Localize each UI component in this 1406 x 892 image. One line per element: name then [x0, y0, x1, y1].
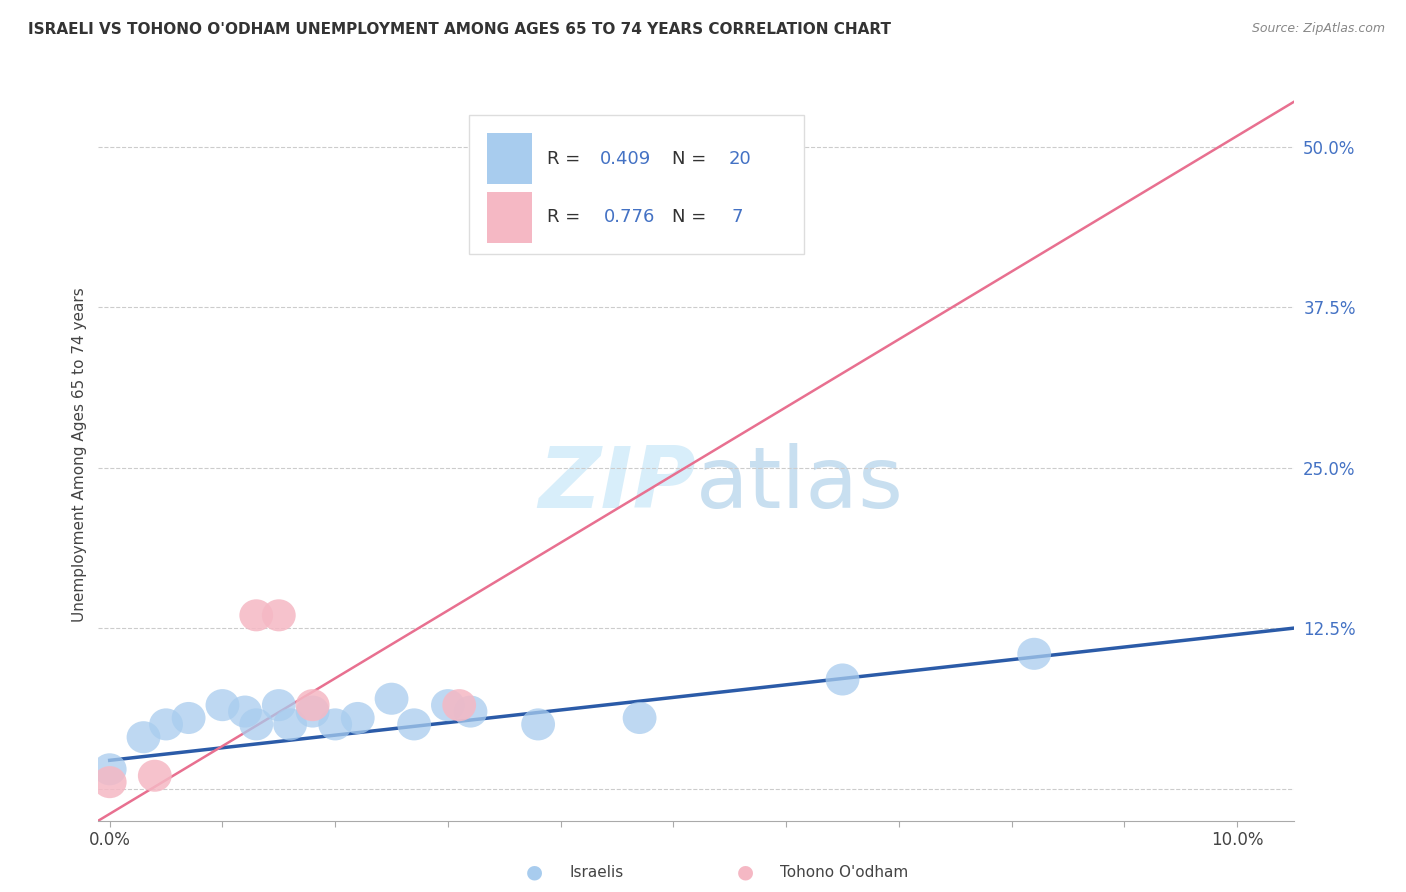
Ellipse shape: [138, 760, 172, 792]
FancyBboxPatch shape: [486, 192, 533, 243]
Text: ZIP: ZIP: [538, 442, 696, 525]
Ellipse shape: [522, 708, 555, 740]
Ellipse shape: [228, 696, 262, 728]
Ellipse shape: [634, 220, 668, 252]
Text: N =: N =: [672, 208, 718, 227]
Ellipse shape: [443, 690, 477, 722]
Ellipse shape: [623, 702, 657, 734]
Ellipse shape: [93, 753, 127, 785]
Text: Israelis: Israelis: [569, 865, 624, 880]
Text: R =: R =: [547, 208, 592, 227]
Ellipse shape: [318, 708, 352, 740]
Ellipse shape: [454, 696, 488, 728]
FancyBboxPatch shape: [486, 133, 533, 185]
Ellipse shape: [295, 690, 329, 722]
Ellipse shape: [239, 599, 273, 632]
Ellipse shape: [262, 599, 295, 632]
Text: 0.409: 0.409: [600, 150, 651, 168]
Text: 0.776: 0.776: [605, 208, 655, 227]
Ellipse shape: [262, 690, 295, 722]
Ellipse shape: [149, 708, 183, 740]
Text: ISRAELI VS TOHONO O'ODHAM UNEMPLOYMENT AMONG AGES 65 TO 74 YEARS CORRELATION CHA: ISRAELI VS TOHONO O'ODHAM UNEMPLOYMENT A…: [28, 22, 891, 37]
Ellipse shape: [273, 708, 307, 740]
Ellipse shape: [340, 702, 374, 734]
Ellipse shape: [127, 722, 160, 753]
Ellipse shape: [396, 708, 432, 740]
Text: R =: R =: [547, 150, 585, 168]
Text: 20: 20: [728, 150, 751, 168]
Text: N =: N =: [672, 150, 711, 168]
Ellipse shape: [432, 690, 465, 722]
Text: ●: ●: [526, 863, 543, 882]
Ellipse shape: [374, 682, 409, 714]
Ellipse shape: [825, 664, 859, 696]
Ellipse shape: [239, 708, 273, 740]
FancyBboxPatch shape: [470, 115, 804, 253]
Ellipse shape: [205, 690, 239, 722]
Text: 7: 7: [733, 208, 744, 227]
Text: Source: ZipAtlas.com: Source: ZipAtlas.com: [1251, 22, 1385, 36]
Text: Tohono O'odham: Tohono O'odham: [780, 865, 908, 880]
Ellipse shape: [172, 702, 205, 734]
Ellipse shape: [93, 766, 127, 798]
Text: ●: ●: [737, 863, 754, 882]
Ellipse shape: [295, 696, 329, 728]
Y-axis label: Unemployment Among Ages 65 to 74 years: Unemployment Among Ages 65 to 74 years: [72, 287, 87, 623]
Text: atlas: atlas: [696, 442, 904, 525]
Ellipse shape: [1018, 638, 1052, 670]
